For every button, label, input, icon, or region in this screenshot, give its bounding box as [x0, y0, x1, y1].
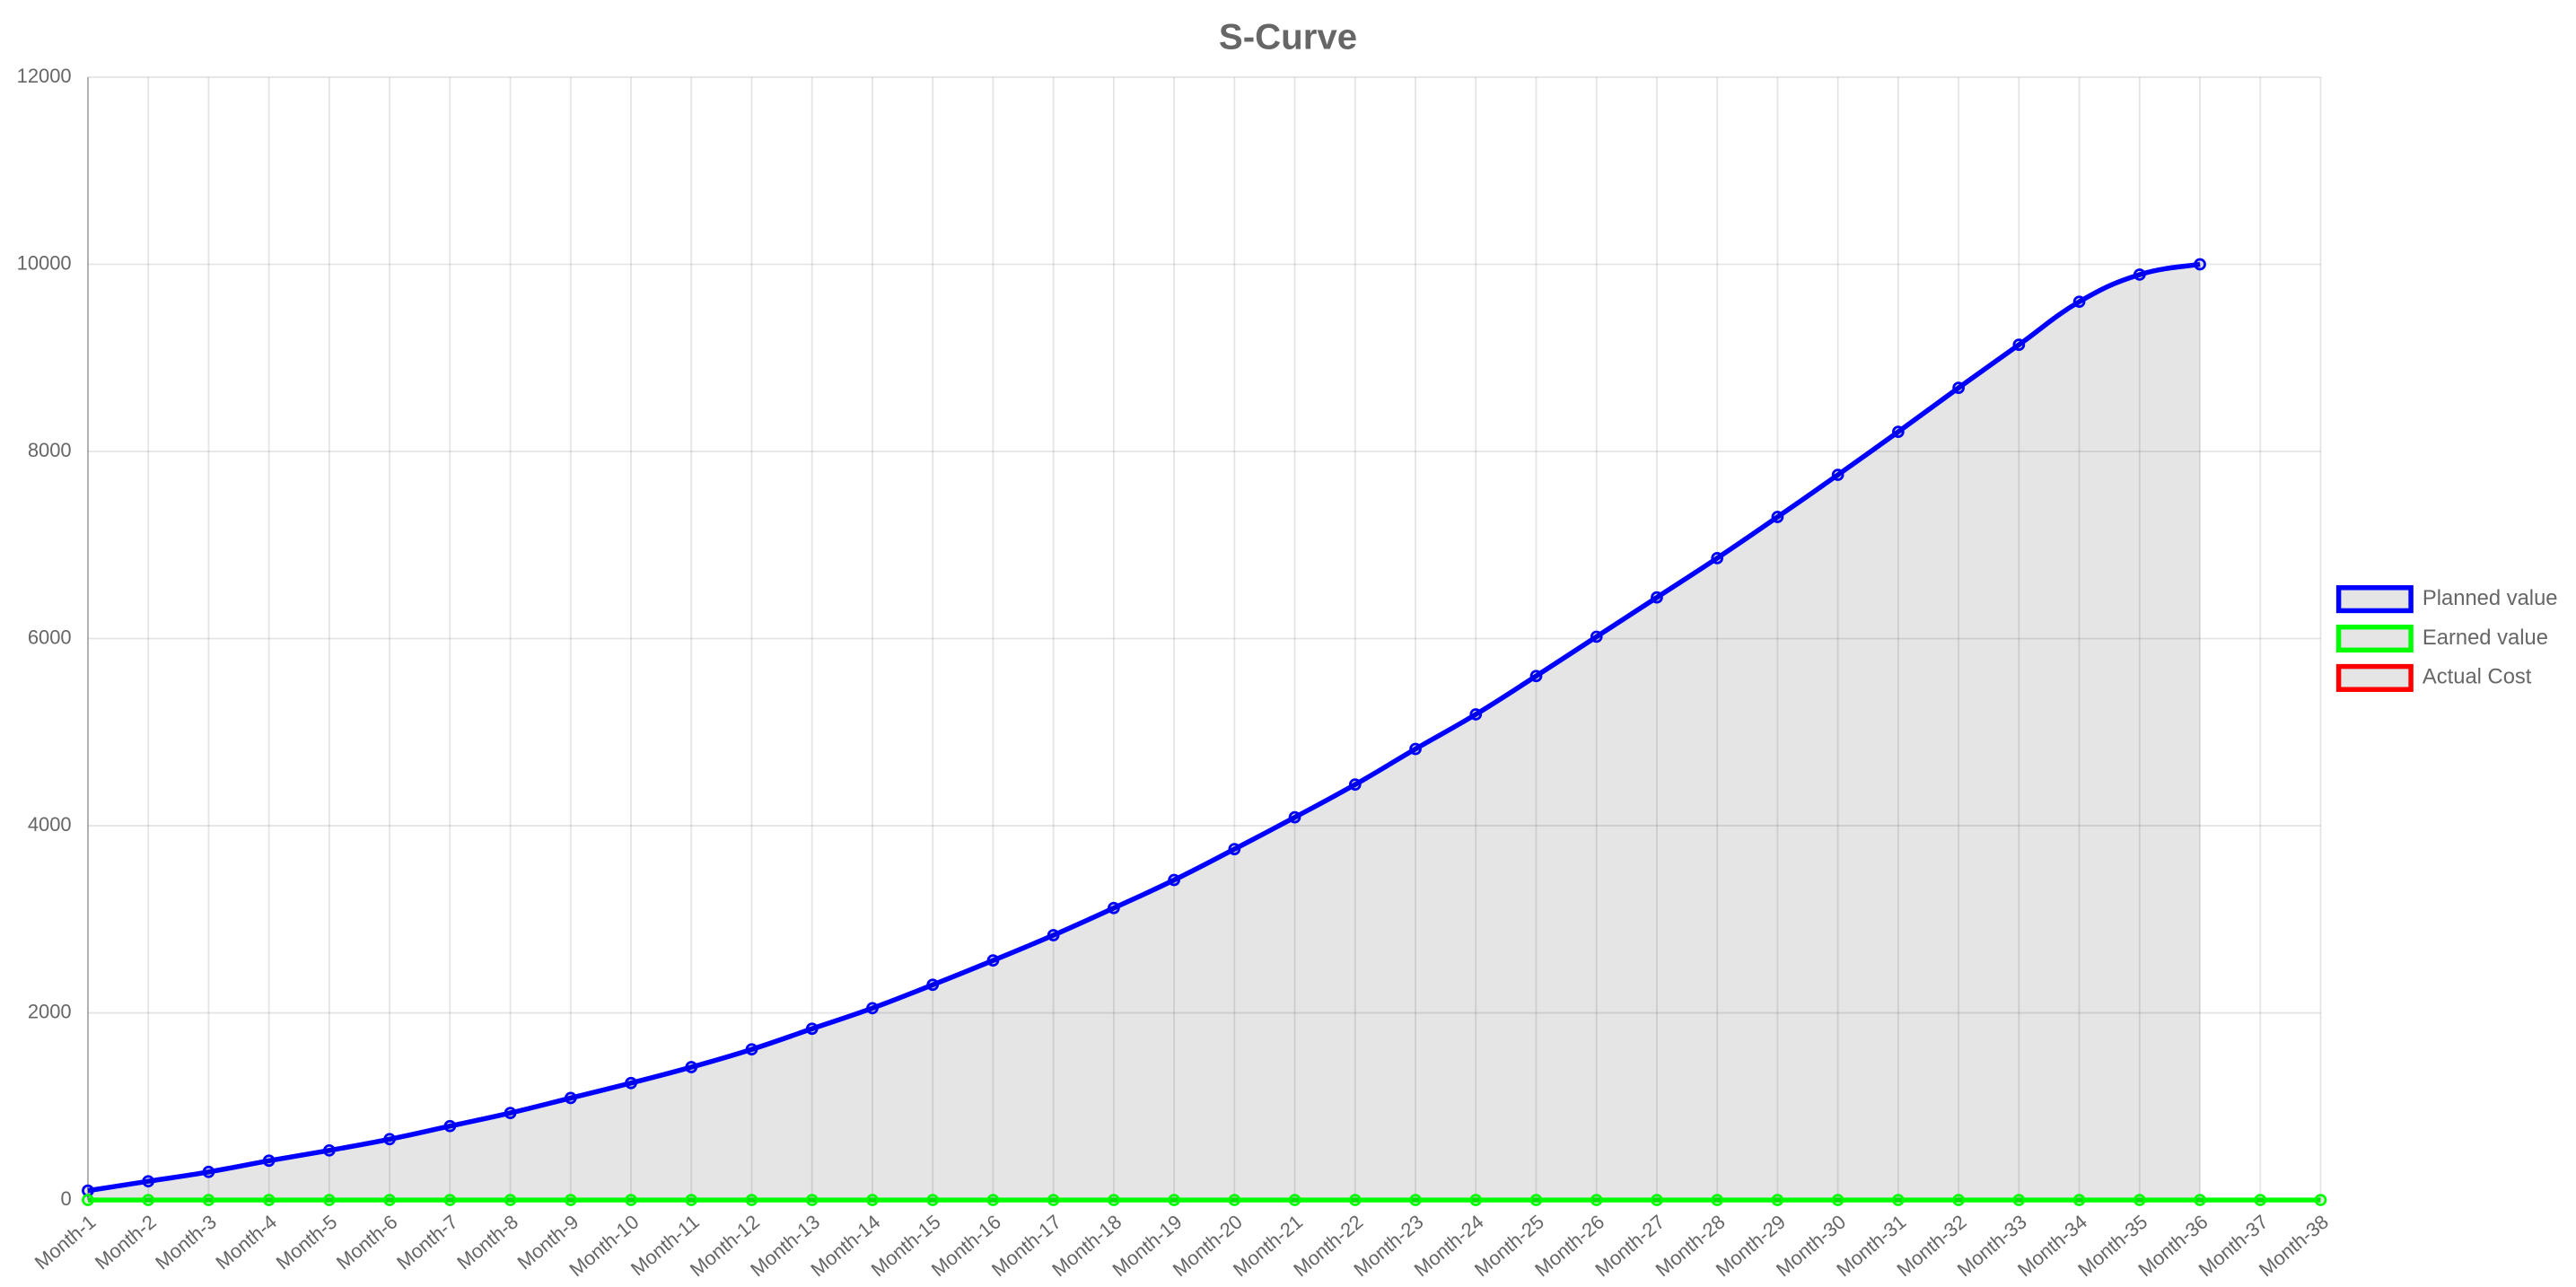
point	[142, 1175, 155, 1188]
point	[1590, 630, 1603, 644]
y-tick-label: 0	[60, 1187, 71, 1210]
point	[564, 1091, 577, 1105]
y-tick-label: 10000	[17, 251, 72, 274]
point	[323, 1194, 336, 1206]
point	[1228, 843, 1241, 855]
point	[1409, 1194, 1422, 1206]
point	[1651, 591, 1663, 604]
point	[202, 1194, 215, 1206]
point	[1952, 1194, 1965, 1206]
point	[1651, 1194, 1663, 1206]
point	[1771, 1194, 1784, 1206]
point	[1409, 742, 1422, 756]
point	[1529, 670, 1543, 683]
line	[87, 261, 2201, 1194]
point	[1168, 873, 1180, 887]
chart-title: S-Curve	[1219, 17, 1357, 57]
x-tick-label: Month-3	[151, 1211, 221, 1274]
point	[1168, 1194, 1180, 1206]
legend-swatch	[2335, 624, 2414, 653]
point	[1952, 381, 1965, 394]
point	[926, 1194, 940, 1206]
point	[625, 1076, 637, 1090]
point	[2194, 258, 2206, 271]
y-tick-label: 8000	[28, 439, 72, 461]
point	[564, 1194, 577, 1206]
point	[1288, 1194, 1301, 1206]
point	[1348, 1194, 1362, 1206]
x-tick-label: Month-1	[31, 1211, 101, 1274]
point	[2254, 1194, 2267, 1206]
point	[1108, 901, 1120, 915]
point	[1047, 1194, 1060, 1206]
point	[685, 1194, 698, 1206]
point	[142, 1194, 155, 1206]
x-tick-label: Month-2	[91, 1211, 161, 1274]
point	[745, 1043, 758, 1056]
point	[262, 1194, 276, 1206]
legend-label: Planned value	[2423, 586, 2558, 610]
point	[926, 978, 940, 992]
point	[1047, 929, 1060, 941]
y-tick-label: 2000	[28, 1000, 72, 1022]
point	[805, 1022, 819, 1036]
x-tick-label: Month-8	[452, 1211, 522, 1274]
point	[443, 1119, 457, 1133]
point	[504, 1194, 517, 1206]
x-tick-label: Month-4	[211, 1211, 281, 1274]
y-tick-label: 4000	[28, 813, 72, 836]
point	[1892, 425, 1905, 438]
point	[504, 1107, 517, 1119]
legend-swatch	[2335, 663, 2414, 692]
point	[745, 1194, 758, 1206]
point	[1831, 468, 1844, 481]
point	[2012, 338, 2026, 352]
point	[986, 954, 1000, 967]
point	[1831, 1194, 1844, 1206]
y-tick-label: 6000	[28, 626, 72, 648]
x-tick-label: Month-7	[392, 1211, 462, 1274]
y-tick-label: 12000	[17, 65, 72, 87]
point	[2072, 1194, 2086, 1206]
legend-label: Actual Cost	[2423, 665, 2532, 689]
point	[2012, 1194, 2026, 1206]
point	[202, 1165, 215, 1178]
point	[2072, 295, 2086, 309]
point	[443, 1194, 457, 1206]
point	[383, 1194, 396, 1206]
point	[1228, 1194, 1241, 1206]
point	[1529, 1194, 1543, 1206]
point	[1348, 778, 1362, 792]
x-tick-label: Month-6	[332, 1211, 402, 1274]
point	[1711, 551, 1724, 565]
point	[1469, 1194, 1483, 1206]
point	[262, 1154, 276, 1168]
point	[1288, 810, 1301, 824]
point	[866, 1002, 879, 1015]
point	[2133, 268, 2146, 281]
point	[1711, 1194, 1724, 1206]
point	[1108, 1194, 1120, 1206]
legend-swatch	[2335, 585, 2414, 614]
point	[866, 1194, 879, 1206]
point	[1892, 1194, 1905, 1206]
point	[2314, 1194, 2327, 1206]
point	[1771, 511, 1784, 523]
point	[1469, 708, 1483, 721]
point	[2133, 1194, 2146, 1206]
point	[323, 1143, 336, 1157]
area	[87, 264, 2201, 1201]
point	[805, 1194, 819, 1206]
point	[383, 1133, 396, 1146]
x-tick-label: Month-5	[272, 1211, 342, 1274]
legend-label: Earned value	[2423, 626, 2548, 650]
point	[986, 1194, 1000, 1206]
point	[685, 1061, 698, 1073]
point	[1590, 1194, 1603, 1206]
point	[625, 1194, 637, 1206]
point	[2194, 1194, 2206, 1206]
point	[82, 1194, 94, 1206]
